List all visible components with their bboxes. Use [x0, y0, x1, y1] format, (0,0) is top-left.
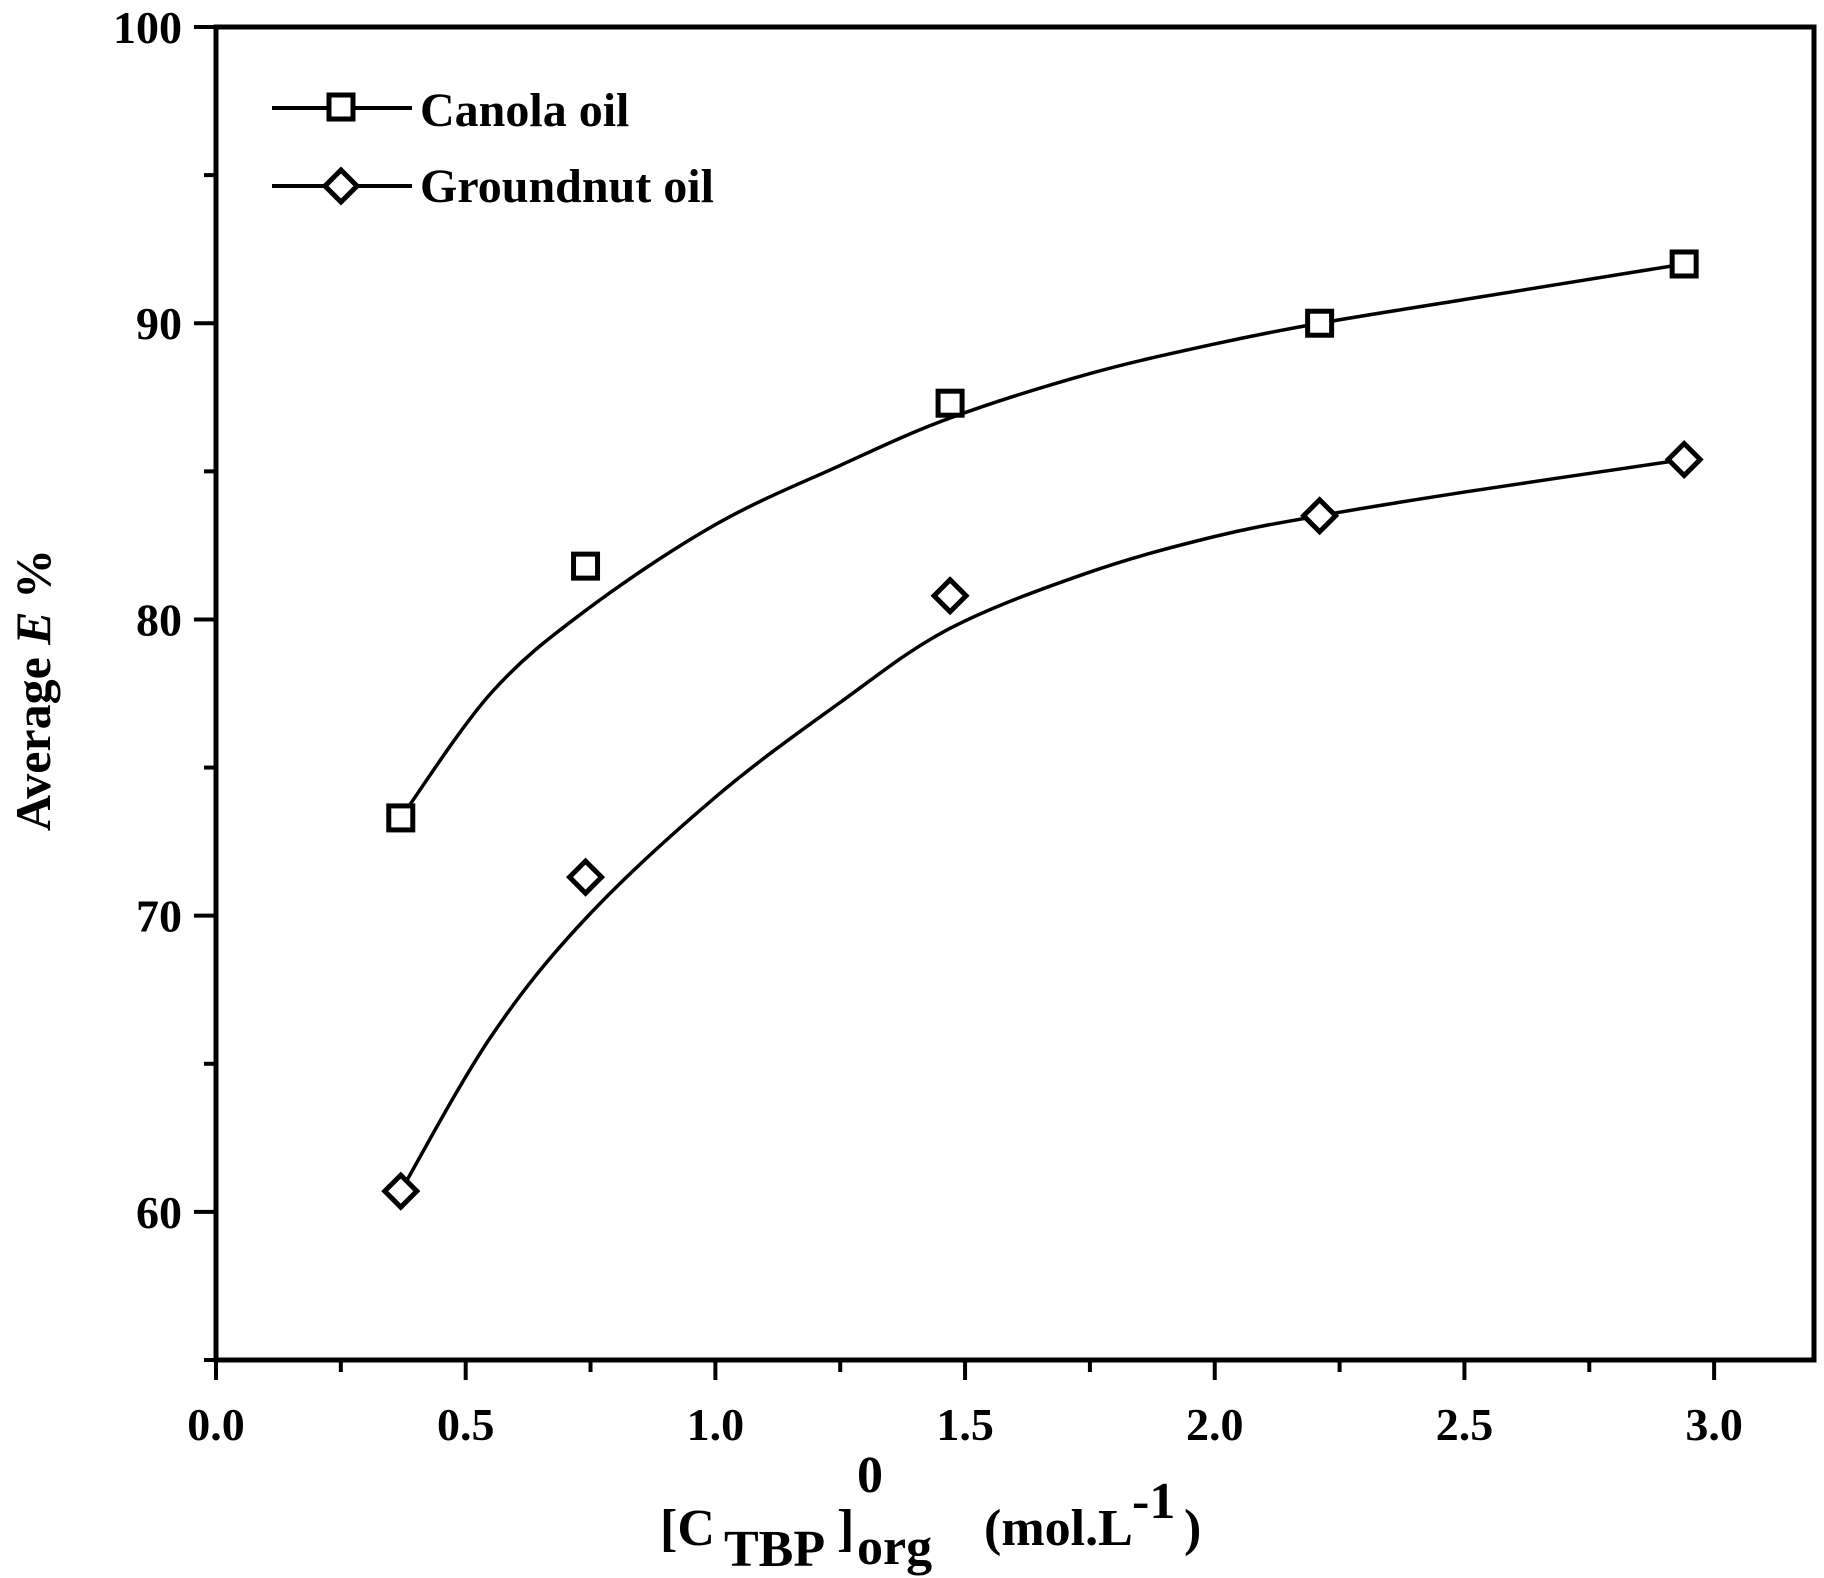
data-point-canola — [1305, 308, 1335, 338]
y-label-prefix: Average — [5, 645, 61, 831]
x-tick-label: 2.0 — [1186, 1399, 1244, 1450]
data-point-groundnut — [381, 1171, 421, 1211]
x-tick-label: 3.0 — [1685, 1399, 1743, 1450]
x-tick-label: 1.0 — [687, 1399, 745, 1450]
y-tick-label: 60 — [136, 1187, 182, 1238]
x-label-subscript-tbp: TBP — [724, 1521, 825, 1578]
fit-curves — [399, 262, 1685, 1193]
data-point-groundnut — [1300, 496, 1340, 536]
x-label-unit-open: (mol.L — [984, 1500, 1133, 1557]
x-label-superscript-zero: 0 — [857, 1447, 883, 1504]
y-axis-label: Average E % — [5, 549, 61, 831]
x-axis-ticks: 0.0 0.5 1.0 1.5 2.0 2.5 3.0 — [187, 1360, 1743, 1450]
x-label-unit-exp: -1 — [1132, 1473, 1175, 1530]
legend-label-canola: Canola oil — [420, 84, 629, 137]
y-tick-label: 100 — [113, 2, 182, 53]
y-tick-label: 80 — [136, 594, 182, 645]
x-tick-label: 0.5 — [437, 1399, 495, 1450]
data-point-canola — [1669, 249, 1699, 279]
legend-marker-square — [326, 92, 356, 122]
y-label-suffix: % — [5, 549, 61, 612]
x-tick-label: 1.5 — [936, 1399, 994, 1450]
y-tick-label: 70 — [136, 891, 182, 942]
legend-marker-diamond — [321, 166, 361, 206]
x-tick-label: 2.5 — [1436, 1399, 1494, 1450]
legend: Canola oil Groundnut oil — [272, 84, 714, 213]
data-markers — [381, 249, 1704, 1211]
legend-label-groundnut: Groundnut oil — [420, 160, 714, 213]
x-label-subscript-org: org — [857, 1519, 932, 1576]
data-point-canola — [571, 551, 601, 581]
data-point-groundnut — [930, 576, 970, 616]
fit-curve-canola — [399, 262, 1685, 819]
data-point-canola — [935, 388, 965, 418]
x-label-bracket-open: [C — [660, 1500, 715, 1557]
x-tick-label: 0.0 — [187, 1399, 245, 1450]
fit-curve-groundnut — [399, 457, 1685, 1193]
y-label-italic: E — [5, 611, 61, 645]
data-point-canola — [386, 803, 416, 833]
x-axis-label: [C TBP ] 0 org (mol.L -1 ) — [660, 1447, 1201, 1578]
data-point-groundnut — [1664, 439, 1704, 480]
y-tick-label: 90 — [136, 298, 182, 349]
x-label-bracket-close: ] — [837, 1500, 854, 1557]
x-label-unit-close: ) — [1184, 1500, 1201, 1557]
data-point-groundnut — [566, 857, 606, 897]
y-axis-ticks: 60 70 80 90 100 — [113, 2, 216, 1362]
plot-frame — [213, 24, 1817, 1363]
